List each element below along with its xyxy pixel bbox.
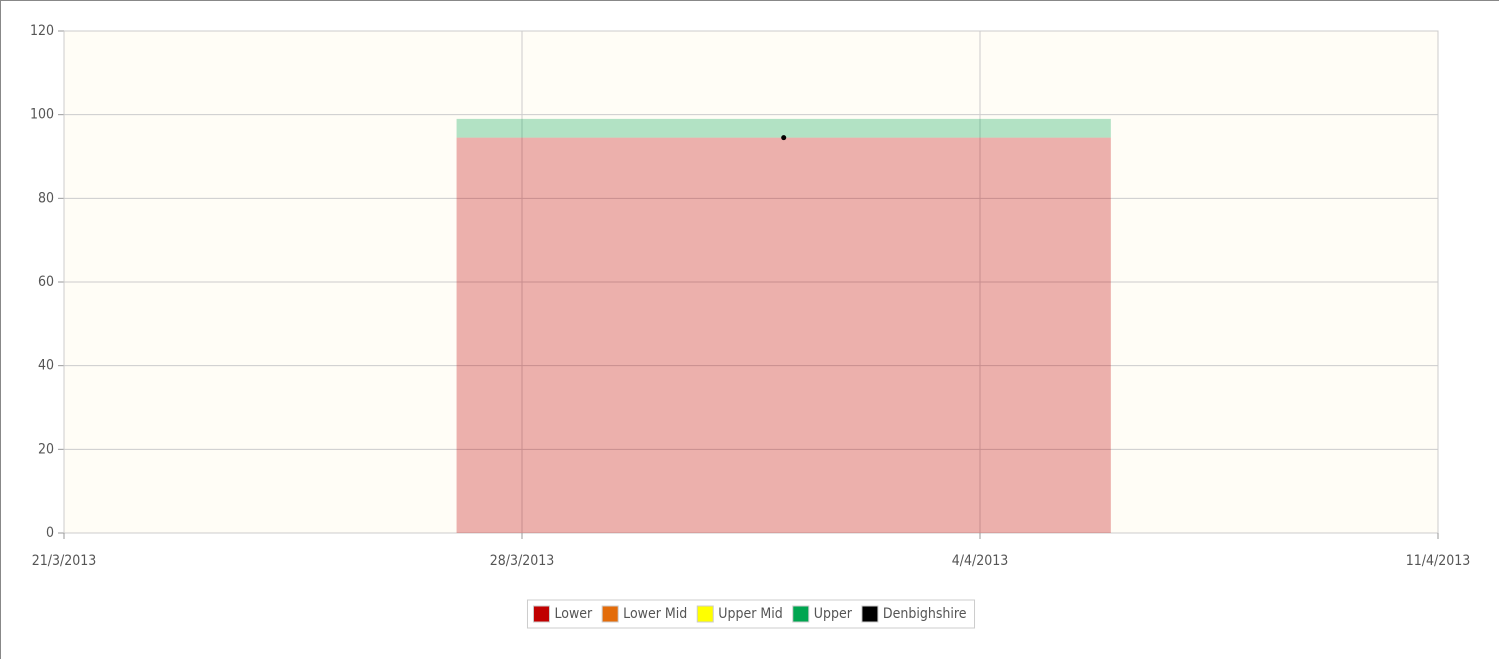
area xyxy=(456,118,1111,138)
legend-swatch xyxy=(861,605,879,623)
legend-label: Lower xyxy=(554,606,593,622)
legend-label: Upper Mid xyxy=(718,606,783,622)
legend-label: Denbighshire xyxy=(883,606,967,622)
legend-swatch xyxy=(601,605,619,623)
legend: Lower Lower Mid Upper Mid Upper Denbighshire xyxy=(532,605,967,623)
y-tick-label: 120 xyxy=(30,23,54,39)
data-point xyxy=(781,135,787,141)
y-tick-label: 0 xyxy=(46,525,54,541)
legend-label: Upper xyxy=(814,606,853,622)
legend-swatch xyxy=(532,605,550,623)
y-tick-label: 80 xyxy=(38,190,54,206)
x-tick-label: 28/3/2013 xyxy=(490,553,555,569)
x-tick-label: 4/4/2013 xyxy=(952,553,1009,569)
x-tick-label: 11/4/2013 xyxy=(1406,553,1471,569)
area xyxy=(456,137,1111,534)
legend-label: Lower Mid xyxy=(623,606,687,622)
legend-swatch xyxy=(696,605,714,623)
y-tick-label: 40 xyxy=(38,358,54,374)
y-tick-label: 60 xyxy=(38,274,54,290)
y-tick-label: 20 xyxy=(38,441,54,457)
legend-swatch xyxy=(792,605,810,623)
x-tick-label: 21/3/2013 xyxy=(32,553,97,569)
y-tick-label: 100 xyxy=(30,107,54,123)
